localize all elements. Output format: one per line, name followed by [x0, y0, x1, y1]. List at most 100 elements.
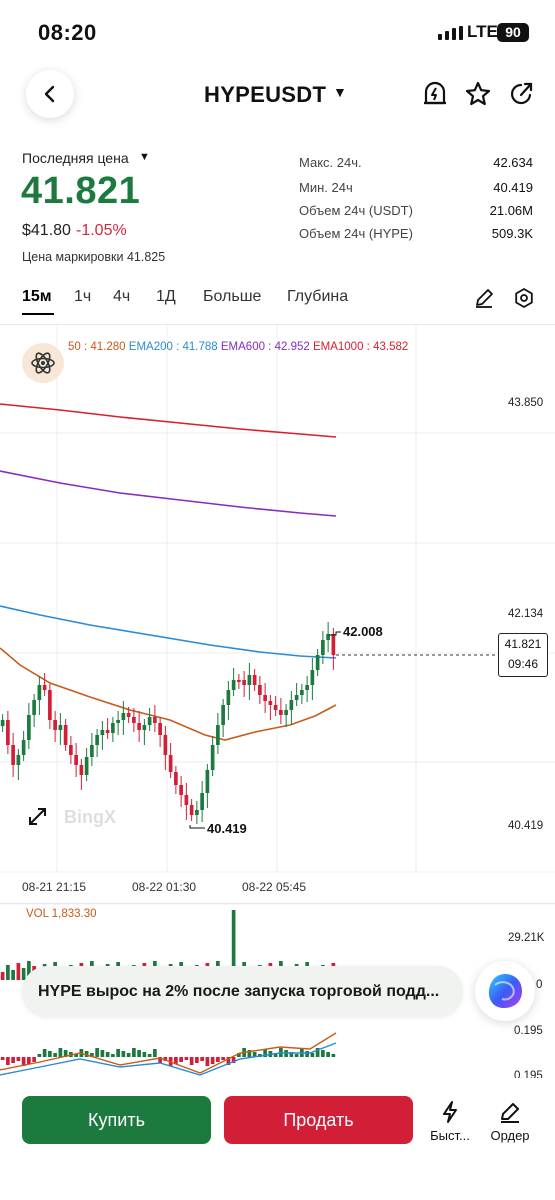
x-axis-label: 08-21 21:15	[22, 880, 87, 894]
tab-depth[interactable]: Глубина	[287, 288, 349, 305]
macd-bar	[321, 1050, 325, 1057]
battery-icon: 90	[497, 23, 529, 42]
caret-down-icon[interactable]: ▼	[333, 84, 347, 100]
usd-price: $41.80	[22, 222, 71, 239]
favorite-star-icon[interactable]	[464, 80, 492, 108]
candle-body	[179, 785, 183, 795]
candle-body	[221, 705, 225, 725]
candle-body	[37, 685, 42, 700]
draw-pencil-icon[interactable]	[473, 287, 495, 314]
ema1000-line	[0, 403, 337, 438]
pair-title[interactable]: HYPEUSDT	[204, 82, 327, 107]
stat-label-low: Мин. 24ч	[299, 180, 353, 195]
candle-body	[0, 720, 5, 726]
candle-body	[279, 710, 283, 715]
ai-assistant-icon[interactable]	[22, 343, 64, 383]
macd-bar	[305, 1051, 309, 1057]
macd-bar	[63, 1050, 68, 1057]
candle-body	[315, 655, 320, 670]
macd-bar	[205, 1057, 210, 1066]
current-price-tag: 41.821 09:46	[498, 633, 548, 677]
stat-value-high: 42.634	[493, 155, 533, 170]
macd-bar	[42, 1049, 47, 1057]
tab-15m[interactable]: 15м	[22, 288, 52, 305]
volume-bar	[27, 961, 31, 980]
macd-bar	[0, 1057, 5, 1060]
ema1000-label: EMA1000	[312, 341, 364, 353]
macd-bar	[84, 1051, 89, 1057]
macd-bar	[326, 1052, 330, 1057]
macd-bar	[27, 1057, 31, 1064]
candle-body	[184, 795, 189, 805]
stat-label-vol-hype: Объем 24ч (HYPE)	[299, 226, 413, 241]
ai-orb-icon[interactable]	[475, 961, 535, 1021]
last-price-label[interactable]: Последняя цена	[22, 150, 129, 166]
candle-body	[21, 740, 26, 755]
candle-body	[163, 735, 168, 755]
candle-body	[300, 690, 304, 695]
candle-body	[231, 680, 236, 690]
candle-body	[273, 705, 278, 710]
candle-body	[27, 715, 31, 740]
candle-body	[58, 725, 63, 730]
macd-bar	[74, 1054, 78, 1057]
macd-bar	[105, 1052, 110, 1057]
expand-icon[interactable]	[29, 808, 46, 825]
signal-line	[0, 1042, 337, 1076]
macd-bar	[273, 1053, 278, 1057]
watermark-text: BingX	[64, 807, 116, 827]
candle-body	[137, 723, 141, 730]
macd-bar	[231, 1057, 236, 1063]
news-toast[interactable]: HYPE вырос на 2% после запуска торговой …	[22, 966, 463, 1017]
candle-body	[32, 700, 36, 715]
lightning-icon	[420, 1100, 480, 1124]
candle-countdown: 09:46	[507, 657, 539, 671]
tab-4h[interactable]: 4ч	[113, 288, 131, 305]
macd-bar	[184, 1057, 189, 1060]
price-alert-icon[interactable]	[421, 80, 449, 108]
ema1000-value: 43.582	[373, 341, 409, 353]
volume-axis-label: 29.21K	[508, 932, 545, 944]
candle-body	[95, 735, 99, 745]
settings-gear-icon[interactable]	[513, 287, 535, 314]
candle-body	[16, 755, 21, 765]
candle-body	[105, 730, 110, 733]
macd-bar	[158, 1057, 162, 1063]
macd-bar	[310, 1053, 315, 1057]
candle-body	[142, 725, 147, 730]
candle-body	[210, 745, 215, 770]
candle-body	[147, 717, 152, 725]
volume-bar	[11, 970, 15, 980]
volume-bar	[16, 963, 21, 980]
caret-down-icon[interactable]: ▼	[139, 151, 150, 163]
tab-1h[interactable]: 1ч	[74, 288, 92, 305]
candle-body	[116, 720, 120, 723]
buy-button[interactable]: Купить	[22, 1096, 211, 1144]
macd-bar	[247, 1050, 252, 1057]
candle-body	[121, 713, 126, 720]
candle-body	[132, 717, 136, 723]
candle-body	[205, 770, 210, 793]
volume-bar	[6, 965, 10, 980]
stat-value-low: 40.419	[493, 180, 533, 195]
candle-body	[294, 695, 299, 700]
divider	[0, 903, 555, 904]
candle-body	[237, 680, 241, 682]
status-time: 08:20	[38, 20, 97, 45]
candle-body	[79, 765, 84, 775]
macd-bar	[210, 1057, 215, 1064]
sell-button[interactable]: Продать	[224, 1096, 413, 1144]
candle-body	[168, 755, 173, 772]
order-button[interactable]: Ордер	[480, 1100, 540, 1143]
tab-1d[interactable]: 1Д	[156, 288, 176, 305]
tab-more[interactable]: Больше	[203, 288, 262, 305]
macd-bar	[252, 1052, 257, 1057]
quick-trade-button[interactable]: Быст...	[420, 1100, 480, 1143]
candle-body	[216, 725, 220, 745]
back-button[interactable]	[26, 70, 74, 118]
share-icon[interactable]	[507, 80, 535, 108]
macd-bar	[16, 1057, 21, 1061]
macd-bar	[137, 1050, 141, 1057]
candle-body	[200, 793, 204, 810]
divider	[0, 324, 555, 325]
